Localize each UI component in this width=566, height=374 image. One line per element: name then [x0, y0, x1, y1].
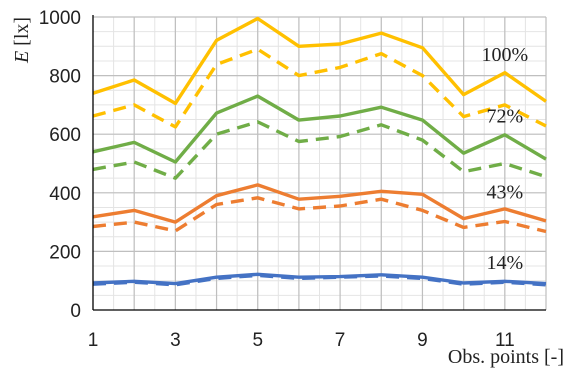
- x-tick-label: 9: [417, 330, 428, 351]
- y-axis-label: E [lx]: [11, 17, 33, 64]
- series-line-100pct-dashed: [92, 47, 547, 129]
- y-tick-label: 200: [49, 242, 81, 263]
- y-tick-label: 800: [49, 67, 81, 88]
- series-line-72pct-dashed: [92, 120, 547, 180]
- x-tick-label: 5: [252, 330, 263, 351]
- series-line-43pct-dashed: [92, 196, 547, 234]
- x-tick-label: 7: [335, 330, 346, 351]
- grid: [93, 16, 547, 310]
- x-axis-label: Obs. points [-]: [448, 346, 564, 368]
- tick-labels: 0 200 400 600 800 1000 1 3 5 7 9 11: [39, 8, 515, 351]
- y-tick-label: 1000: [39, 8, 81, 29]
- axes: [92, 15, 546, 311]
- annotation-label: 14%: [486, 252, 523, 274]
- series-line-43pct-solid: [92, 183, 547, 224]
- annotations: 100% 72% 43% 14%: [481, 44, 528, 274]
- series-line-72pct-solid: [92, 94, 547, 164]
- y-axis-label-unit: [lx]: [11, 17, 33, 51]
- y-tick-label: 600: [49, 125, 81, 146]
- x-tick-label: 11: [495, 330, 515, 351]
- y-tick-label: 0: [70, 301, 81, 322]
- series-line-14pct-dashed: [92, 273, 547, 287]
- x-tick-label: 3: [170, 330, 181, 351]
- x-tick-label: 1: [88, 330, 99, 351]
- annotation-label: 72%: [486, 105, 523, 127]
- series-layer: [92, 16, 547, 287]
- y-tick-label: 400: [49, 184, 81, 205]
- series-line-100pct-solid: [92, 16, 547, 106]
- annotation-label: 100%: [481, 44, 528, 66]
- y-axis-label-symbol: E: [11, 51, 33, 64]
- annotation-label: 43%: [486, 182, 523, 204]
